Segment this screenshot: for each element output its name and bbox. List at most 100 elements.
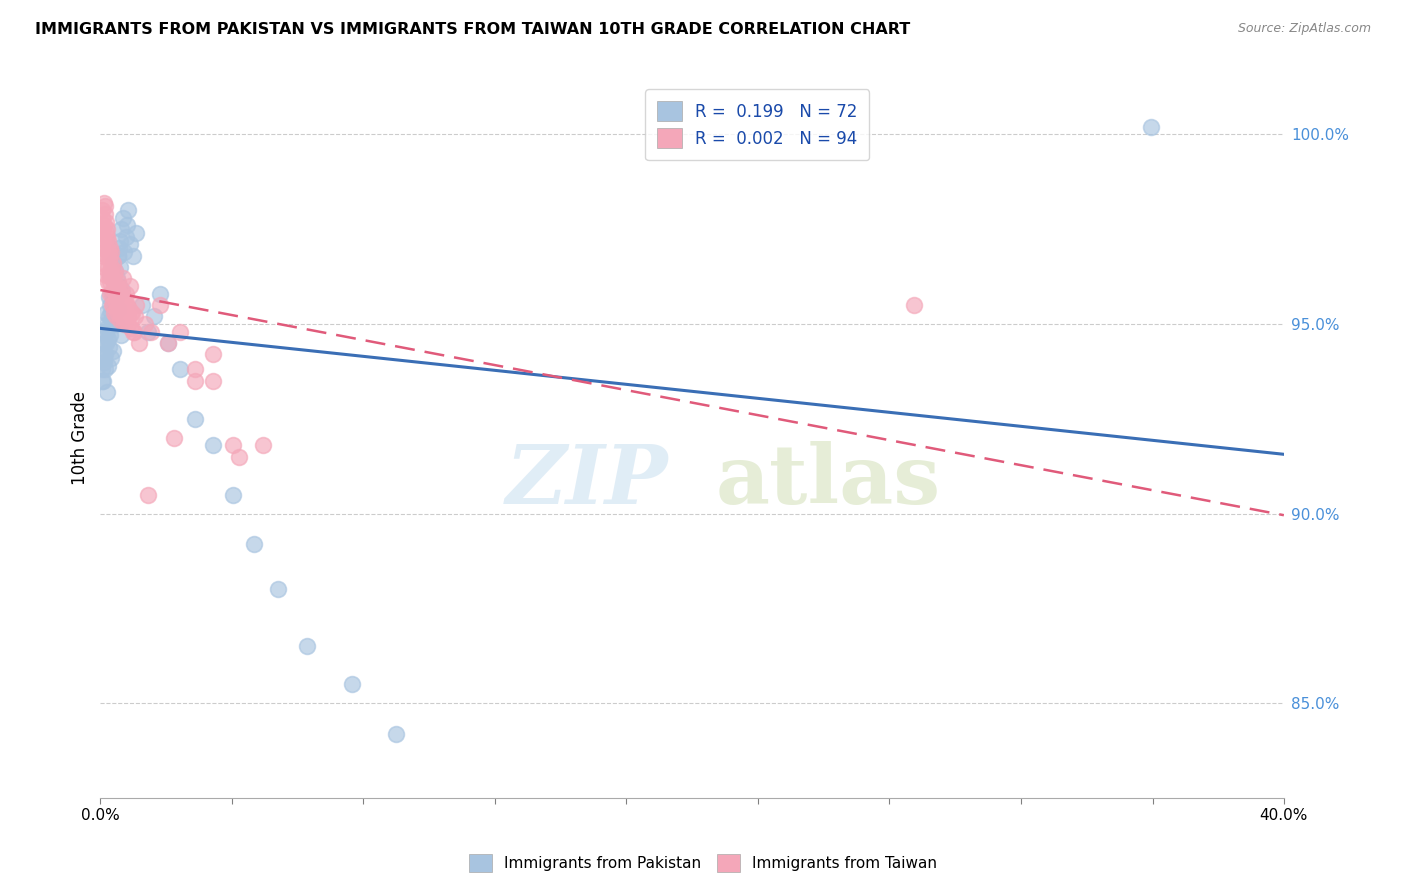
- Point: [97, 332, 120, 346]
- Point: [100, 351, 122, 365]
- Point: [105, 294, 128, 309]
- Point: [108, 286, 131, 301]
- Point: [114, 298, 136, 312]
- Point: [94, 362, 117, 376]
- Point: [101, 317, 124, 331]
- Point: [100, 305, 122, 319]
- Point: [243, 537, 266, 551]
- Point: [105, 271, 128, 285]
- Point: [97, 252, 120, 267]
- Point: [108, 301, 131, 316]
- Point: [101, 256, 124, 270]
- Point: [91, 249, 114, 263]
- Point: [96, 241, 118, 255]
- Point: [184, 374, 207, 388]
- Point: [163, 431, 186, 445]
- Point: [103, 264, 125, 278]
- Point: [105, 290, 128, 304]
- Point: [112, 317, 135, 331]
- Point: [107, 249, 129, 263]
- Point: [118, 301, 141, 316]
- Point: [222, 488, 245, 502]
- Point: [94, 207, 117, 221]
- Point: [107, 241, 129, 255]
- Text: ZIP: ZIP: [506, 441, 668, 521]
- Point: [148, 286, 170, 301]
- Text: Source: ZipAtlas.com: Source: ZipAtlas.com: [1237, 22, 1371, 36]
- Point: [103, 283, 125, 297]
- Point: [117, 317, 139, 331]
- Text: IMMIGRANTS FROM PAKISTAN VS IMMIGRANTS FROM TAIWAN 10TH GRADE CORRELATION CHART: IMMIGRANTS FROM PAKISTAN VS IMMIGRANTS F…: [35, 22, 911, 37]
- Point: [122, 325, 145, 339]
- Point: [184, 411, 207, 425]
- Point: [267, 582, 290, 597]
- Point: [94, 234, 117, 248]
- Point: [108, 260, 131, 274]
- Point: [111, 283, 134, 297]
- Point: [98, 241, 121, 255]
- Point: [120, 320, 142, 334]
- Point: [169, 362, 191, 376]
- Point: [118, 279, 141, 293]
- Point: [107, 301, 129, 316]
- Point: [117, 310, 139, 324]
- Point: [91, 347, 114, 361]
- Point: [105, 301, 128, 316]
- Point: [103, 256, 125, 270]
- Point: [222, 438, 245, 452]
- Point: [131, 298, 153, 312]
- Point: [100, 286, 122, 301]
- Legend: R =  0.199   N = 72, R =  0.002   N = 94: R = 0.199 N = 72, R = 0.002 N = 94: [645, 89, 869, 160]
- Point: [94, 335, 117, 350]
- Point: [110, 313, 132, 327]
- Point: [136, 488, 159, 502]
- Point: [112, 290, 135, 304]
- Point: [128, 335, 150, 350]
- Point: [104, 310, 127, 324]
- Point: [101, 271, 124, 285]
- Point: [114, 286, 136, 301]
- Point: [117, 203, 139, 218]
- Point: [139, 325, 162, 339]
- Point: [169, 325, 191, 339]
- Point: [90, 362, 112, 376]
- Point: [96, 320, 118, 334]
- Point: [93, 335, 115, 350]
- Point: [105, 279, 128, 293]
- Point: [184, 362, 207, 376]
- Point: [110, 222, 132, 236]
- Point: [97, 260, 120, 274]
- Point: [93, 260, 115, 274]
- Point: [903, 298, 925, 312]
- Point: [122, 249, 145, 263]
- Point: [104, 294, 127, 309]
- Point: [111, 301, 134, 316]
- Point: [96, 249, 118, 263]
- Point: [96, 385, 118, 400]
- Point: [100, 260, 122, 274]
- Point: [110, 328, 132, 343]
- Point: [100, 244, 122, 259]
- Point: [136, 325, 159, 339]
- Point: [107, 249, 129, 263]
- Point: [93, 351, 115, 365]
- Point: [228, 450, 250, 464]
- Y-axis label: 10th Grade: 10th Grade: [72, 391, 89, 484]
- Point: [93, 195, 115, 210]
- Point: [111, 271, 134, 285]
- Point: [157, 335, 180, 350]
- Point: [96, 325, 118, 339]
- Point: [134, 317, 156, 331]
- Point: [103, 275, 125, 289]
- Point: [104, 290, 127, 304]
- Point: [108, 298, 131, 312]
- Point: [121, 305, 143, 319]
- Point: [101, 294, 124, 309]
- Point: [90, 211, 112, 225]
- Point: [94, 214, 117, 228]
- Point: [122, 325, 145, 339]
- Point: [111, 310, 134, 324]
- Point: [114, 313, 136, 327]
- Point: [120, 305, 142, 319]
- Point: [103, 268, 125, 282]
